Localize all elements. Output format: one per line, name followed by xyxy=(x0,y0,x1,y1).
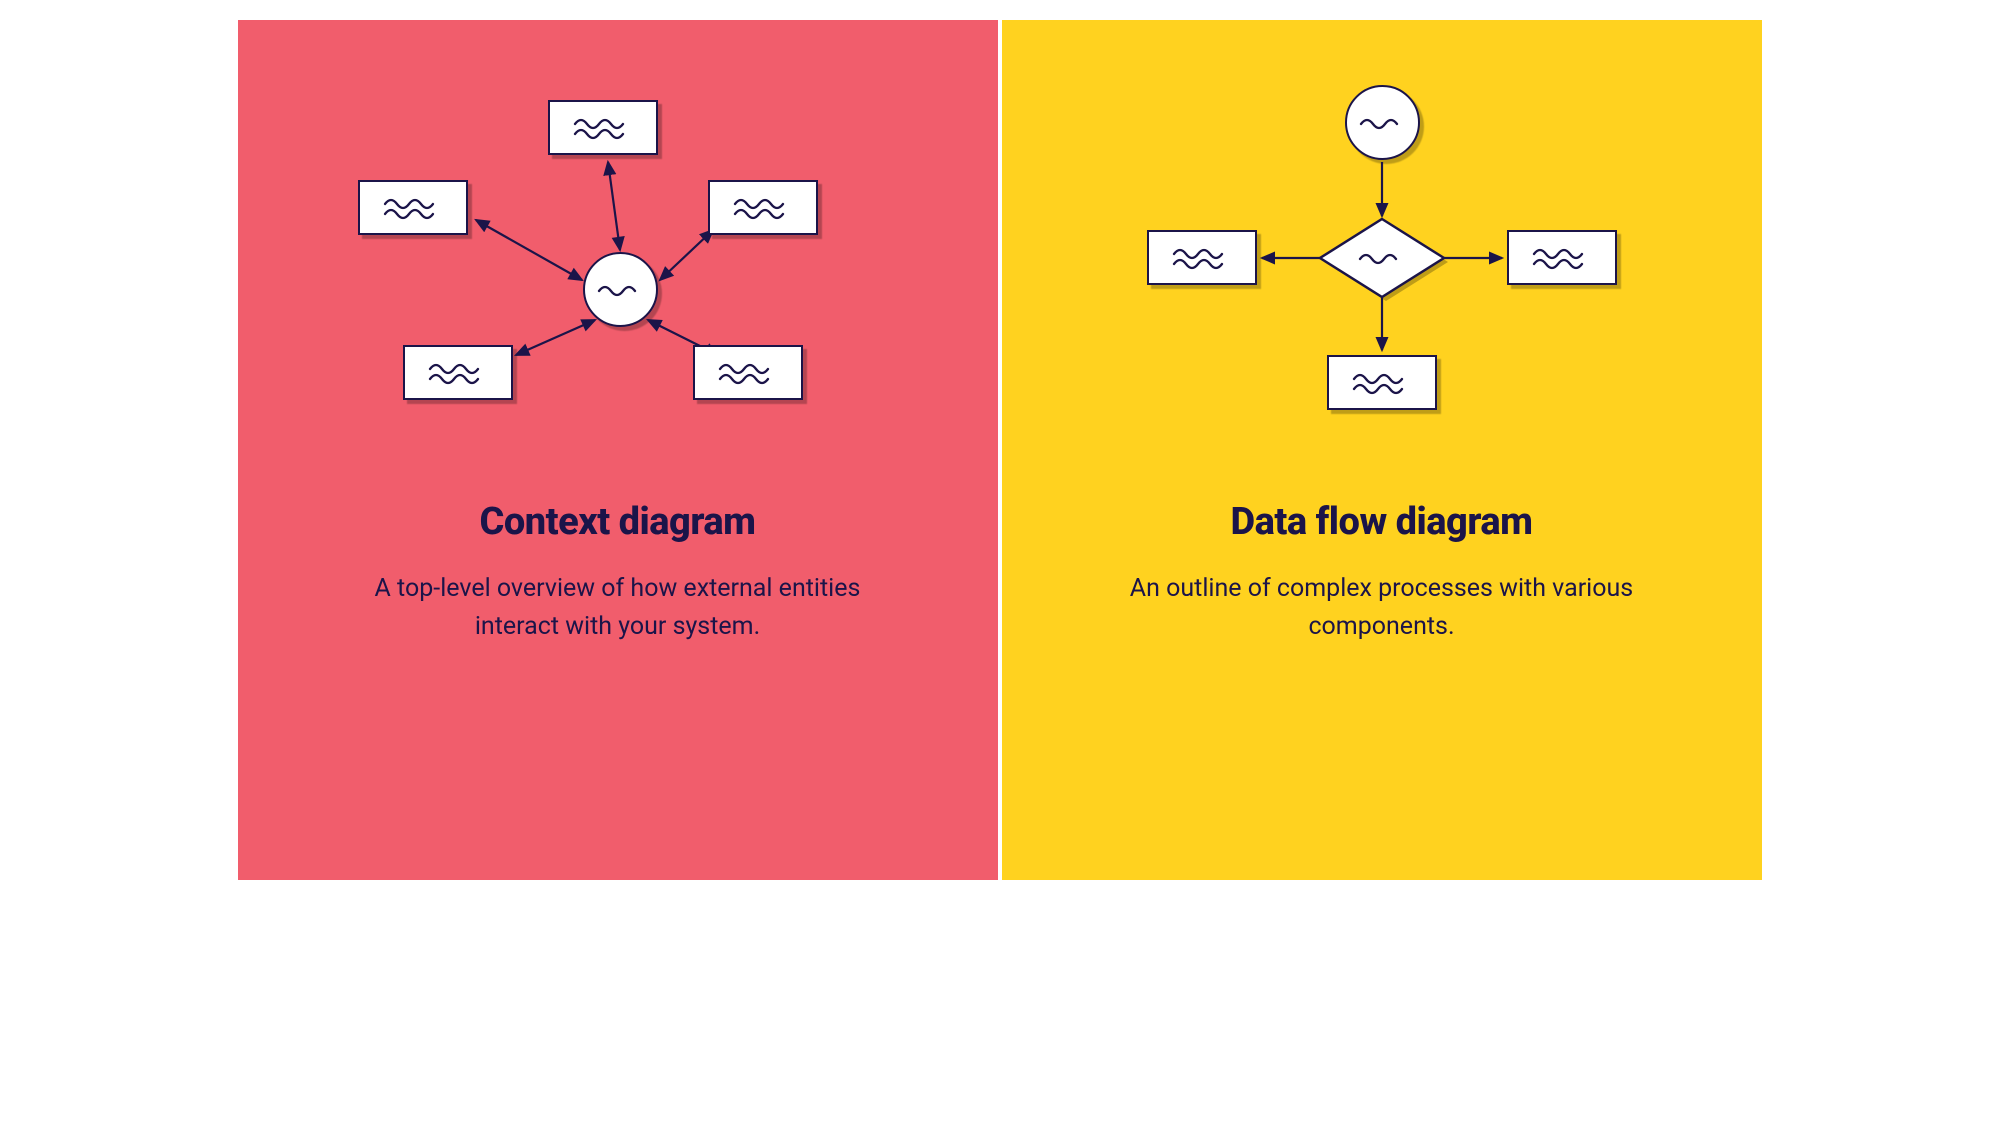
rect-node xyxy=(358,180,468,235)
circle-node xyxy=(1345,85,1420,160)
wave-icon xyxy=(1359,116,1405,130)
panel-description: An outline of complex processes with var… xyxy=(1102,570,1662,645)
wave-icon xyxy=(383,196,443,220)
canvas: Context diagram A top-level overview of … xyxy=(0,0,1999,1143)
rect-node xyxy=(1327,355,1437,410)
context-diagram-illustration xyxy=(338,80,898,440)
diamond-node xyxy=(1320,219,1444,297)
rect-node xyxy=(708,180,818,235)
wave-icon xyxy=(1352,371,1412,395)
wave-icon xyxy=(1532,246,1592,270)
rect-node xyxy=(403,345,513,400)
wave-icon xyxy=(718,361,778,385)
rect-node xyxy=(693,345,803,400)
panel-title: Data flow diagram xyxy=(1230,500,1532,544)
rect-node xyxy=(1147,230,1257,285)
panel-description: A top-level overview of how external ent… xyxy=(338,570,898,645)
rect-node xyxy=(548,100,658,155)
rect-node xyxy=(1507,230,1617,285)
wave-icon xyxy=(428,361,488,385)
wave-icon xyxy=(573,116,633,140)
wave-icon xyxy=(1172,246,1232,270)
context-diagram-panel: Context diagram A top-level overview of … xyxy=(238,20,998,880)
circle-node xyxy=(583,252,658,327)
wave-icon xyxy=(733,196,793,220)
panel-row: Context diagram A top-level overview of … xyxy=(238,20,1762,880)
panel-title: Context diagram xyxy=(479,500,755,544)
dataflow-diagram-illustration xyxy=(1102,80,1662,440)
wave-icon xyxy=(597,283,643,297)
dataflow-diagram-panel: Data flow diagram An outline of complex … xyxy=(1002,20,1762,880)
